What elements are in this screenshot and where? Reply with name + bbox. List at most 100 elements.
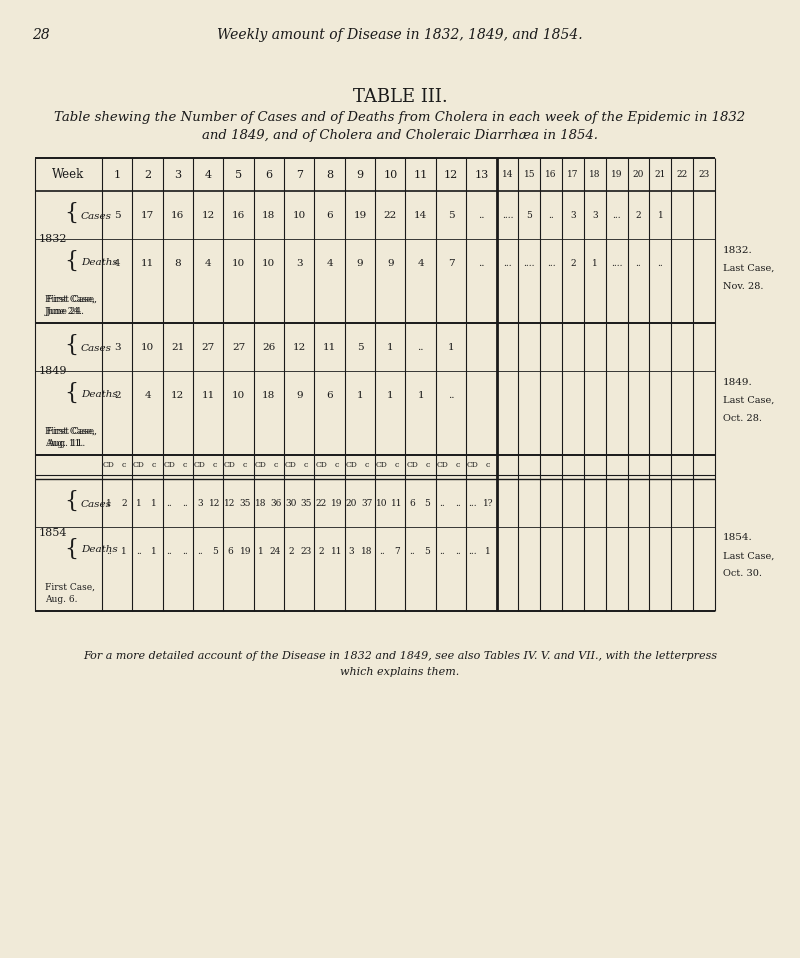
Text: 5: 5 (114, 211, 121, 219)
Text: ..: .. (454, 498, 461, 508)
Text: 7: 7 (394, 546, 400, 556)
Text: c: c (365, 461, 369, 469)
Text: 23: 23 (698, 170, 710, 179)
Text: c: c (243, 461, 247, 469)
Text: Aug. 6.: Aug. 6. (45, 595, 78, 604)
Text: ....: .... (502, 211, 513, 219)
Text: 22: 22 (677, 170, 688, 179)
Text: ...: ... (612, 211, 621, 219)
Text: 18: 18 (262, 211, 275, 219)
Text: 7: 7 (448, 259, 454, 267)
Text: 12: 12 (202, 211, 215, 219)
Text: 16: 16 (546, 170, 557, 179)
Text: c: c (213, 461, 217, 469)
Text: 11: 11 (202, 391, 215, 399)
Text: First Case,: First Case, (45, 582, 95, 591)
Text: 3: 3 (349, 546, 354, 556)
Text: ..: .. (478, 211, 485, 219)
Text: Deaths: Deaths (81, 390, 118, 399)
Text: and 1849, and of Cholera and Choleraic Diarrhæa in 1854.: and 1849, and of Cholera and Choleraic D… (202, 129, 598, 142)
Text: 4: 4 (144, 391, 151, 399)
Text: 9: 9 (387, 259, 394, 267)
Text: CD: CD (254, 461, 266, 469)
Text: 4: 4 (114, 259, 121, 267)
Text: 1849: 1849 (39, 366, 67, 376)
Text: 18: 18 (254, 498, 266, 508)
Text: ..: .. (636, 259, 642, 267)
Text: ..: .. (410, 546, 415, 556)
Text: 1: 1 (418, 391, 424, 399)
Text: c: c (334, 461, 338, 469)
Text: 3: 3 (174, 170, 182, 179)
Text: 5: 5 (526, 211, 532, 219)
Text: c: c (152, 461, 156, 469)
Text: 14: 14 (502, 170, 513, 179)
Text: 19: 19 (611, 170, 622, 179)
Text: CD: CD (285, 461, 297, 469)
Text: 5: 5 (424, 498, 430, 508)
Text: 10: 10 (141, 343, 154, 352)
Text: 1832: 1832 (39, 234, 67, 244)
Text: ..: .. (136, 546, 142, 556)
Text: ..: .. (106, 546, 111, 556)
Text: ..: .. (448, 391, 454, 399)
Text: 1: 1 (151, 546, 157, 556)
Text: CD: CD (224, 461, 236, 469)
Text: 19: 19 (330, 498, 342, 508)
Text: 18: 18 (361, 546, 372, 556)
Text: ..: .. (440, 498, 446, 508)
Text: ..: .. (478, 259, 485, 267)
Text: 2: 2 (570, 259, 576, 267)
Text: Nov. 28.: Nov. 28. (723, 282, 763, 290)
Text: 6: 6 (227, 546, 233, 556)
Text: 1: 1 (387, 391, 394, 399)
Text: 3: 3 (570, 211, 576, 219)
Text: c: c (182, 461, 186, 469)
Text: 1: 1 (151, 498, 157, 508)
Text: 16: 16 (232, 211, 245, 219)
Text: 18: 18 (262, 391, 275, 399)
Text: 2: 2 (636, 211, 642, 219)
Text: CD: CD (315, 461, 327, 469)
Text: 8: 8 (326, 170, 333, 179)
Text: 1: 1 (258, 546, 263, 556)
Text: c: c (122, 461, 126, 469)
Text: ...: ... (503, 259, 512, 267)
Text: 20: 20 (633, 170, 644, 179)
Text: 5: 5 (235, 170, 242, 179)
Text: ....: .... (611, 259, 622, 267)
Text: 22: 22 (384, 211, 397, 219)
Text: 1849.: 1849. (723, 377, 753, 386)
Text: 3: 3 (197, 498, 202, 508)
Text: Deaths: Deaths (81, 545, 118, 555)
Text: 37: 37 (361, 498, 372, 508)
Text: 19: 19 (239, 546, 251, 556)
Text: c: c (274, 461, 278, 469)
Text: 1: 1 (357, 391, 363, 399)
Text: Aug. 11.: Aug. 11. (47, 439, 86, 447)
Text: 3: 3 (592, 211, 598, 219)
Text: June 24.: June 24. (47, 307, 85, 315)
Text: ..: .. (418, 343, 424, 352)
Text: June 24.: June 24. (45, 307, 83, 315)
Text: CD: CD (406, 461, 418, 469)
Text: ..: .. (658, 259, 663, 267)
Text: {: { (64, 538, 78, 560)
Text: ...: ... (469, 546, 477, 556)
Text: 12: 12 (293, 343, 306, 352)
Text: 1: 1 (114, 170, 121, 179)
Text: Week: Week (52, 168, 85, 181)
Text: 35: 35 (239, 498, 251, 508)
Text: First Case,: First Case, (47, 426, 97, 436)
Text: ..: .. (182, 498, 187, 508)
Text: Oct. 28.: Oct. 28. (723, 414, 762, 422)
Text: 16: 16 (171, 211, 185, 219)
Text: CD: CD (346, 461, 358, 469)
Text: 11: 11 (414, 170, 428, 179)
Text: 13: 13 (474, 170, 489, 179)
Text: 1: 1 (485, 546, 491, 556)
Text: 3: 3 (114, 343, 121, 352)
Text: Cases: Cases (81, 212, 112, 220)
Text: 2: 2 (121, 498, 126, 508)
Text: 4: 4 (205, 170, 212, 179)
